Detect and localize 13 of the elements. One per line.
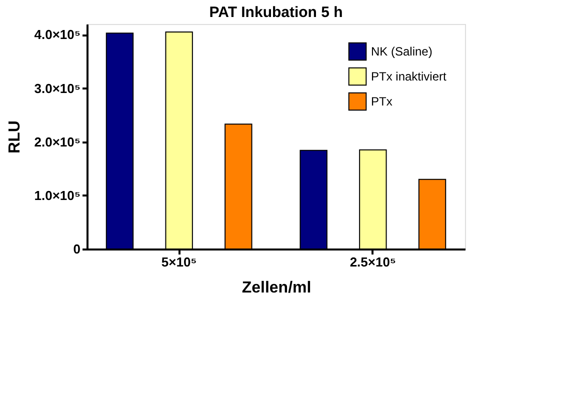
chart-title: PAT Inkubation 5 h (209, 4, 343, 21)
y-tick-label: 3.0×10⁵ (34, 80, 80, 96)
y-tick-label: 1.0×10⁵ (34, 188, 80, 203)
x-tick-label: 2.5×10⁵ (350, 254, 396, 270)
legend-label: NK (Saline) (371, 44, 432, 58)
y-tick-label: 2.0×10⁵ (34, 134, 80, 150)
legend-label: PTx (371, 94, 392, 108)
legend-label: PTx inaktiviert (371, 70, 448, 84)
y-axis-title: RLU (6, 120, 24, 154)
x-axis-title: Zellen/ml (242, 280, 312, 296)
y-tick-label: 4.0×10⁵ (34, 27, 80, 42)
y-tick-label: 0 (73, 242, 80, 256)
x-tick-label: 5×10⁵ (161, 254, 197, 270)
